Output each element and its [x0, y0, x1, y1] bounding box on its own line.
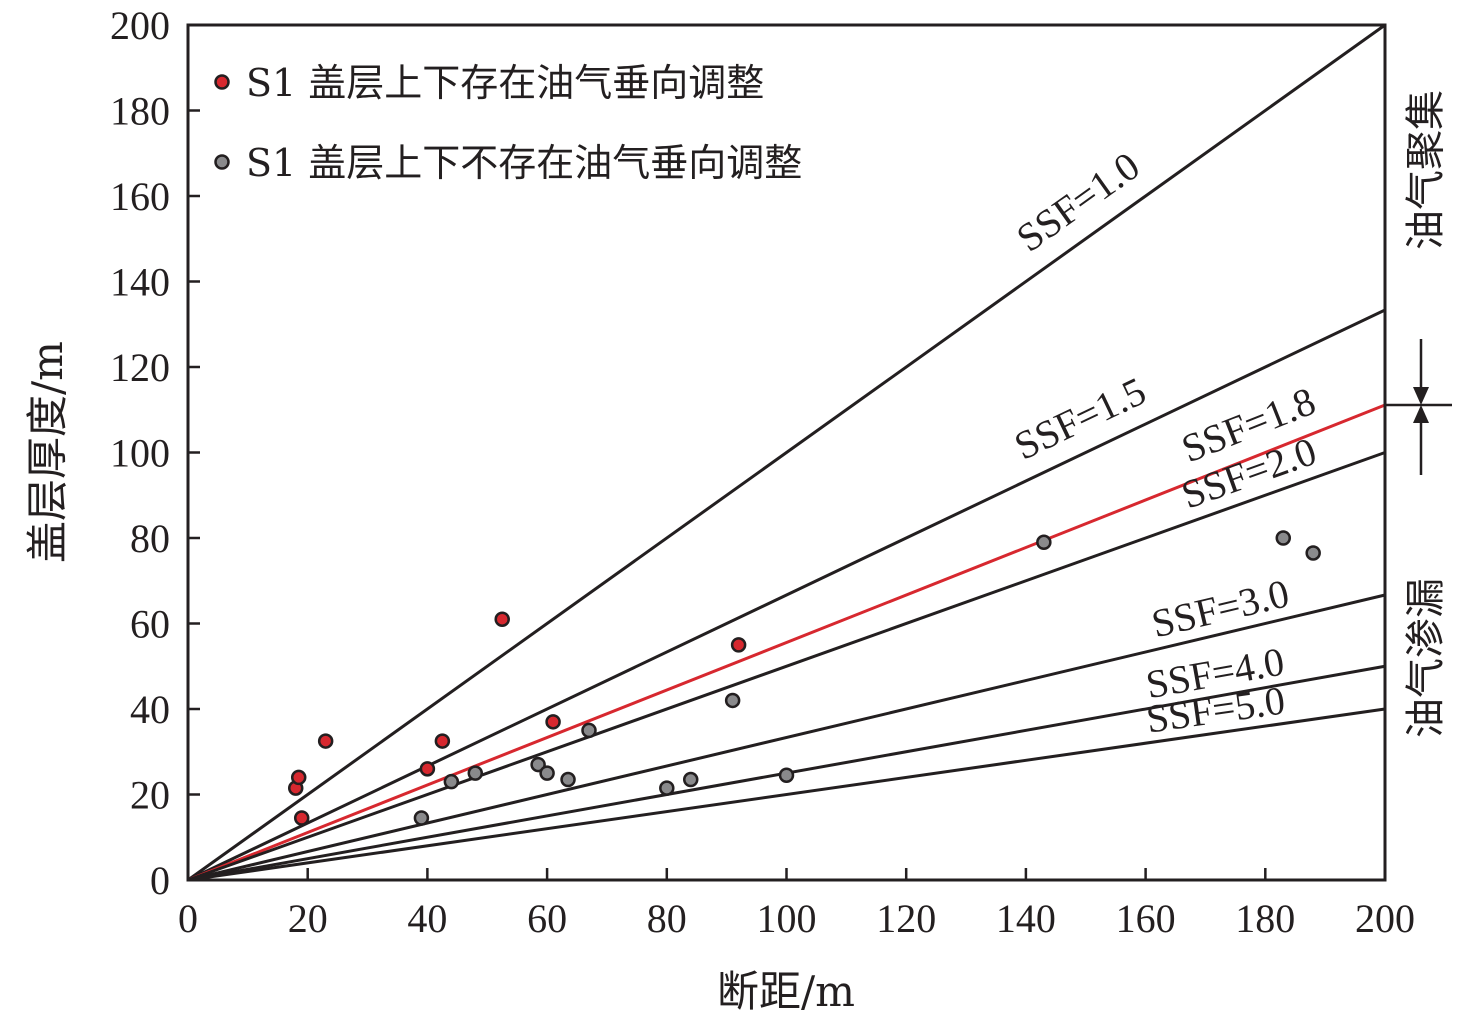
point-no-vertical-adjustment [443, 773, 460, 790]
point-no-vertical-adjustment [530, 756, 546, 773]
data-points [287, 530, 1321, 826]
point-vertical-adjustment [730, 637, 747, 653]
point-no-vertical-adjustment [560, 771, 576, 788]
zone-label-leakage: 油气渗漏 [1403, 578, 1449, 738]
legend-item-no-vertical-adjustment: S1 盖层上下不存在油气垂向调整 [214, 141, 802, 185]
zone-label-accumulation: 油气聚集 [1403, 90, 1449, 250]
y-tick-label: 140 [110, 260, 170, 305]
y-axis-label: 盖层厚度/m [23, 341, 72, 563]
point-no-vertical-adjustment [1275, 530, 1292, 546]
point-vertical-adjustment [293, 810, 310, 826]
x-axis: 0 20 40 60 80 100 120 140 160 180 200 [178, 868, 1415, 941]
x-tick-label: 0 [178, 896, 198, 941]
x-tick-label: 180 [1235, 896, 1295, 941]
legend: S1 盖层上下存在油气垂向调整 S1 盖层上下不存在油气垂向调整 [214, 61, 802, 185]
legend-marker-red [214, 74, 230, 90]
y-axis: 0 20 40 60 80 100 120 140 160 180 200 [110, 3, 200, 903]
legend-label-no-vertical-adjustment: S1 盖层上下不存在油气垂向调整 [246, 141, 802, 185]
x-tick-label: 120 [876, 896, 936, 941]
point-vertical-adjustment [545, 714, 561, 730]
point-vertical-adjustment [434, 733, 451, 749]
ssf-line-1.5 [187, 308, 1386, 882]
point-no-vertical-adjustment [724, 692, 741, 709]
y-tick-label: 160 [110, 174, 170, 219]
y-tick-label: 120 [110, 345, 170, 390]
x-tick-label: 20 [288, 896, 328, 941]
threshold-marker [1385, 339, 1452, 475]
x-tick-label: 160 [1116, 896, 1176, 941]
point-vertical-adjustment [419, 761, 436, 777]
point-no-vertical-adjustment [1305, 545, 1321, 561]
zone-accumulation: 油气聚集 [1403, 90, 1449, 250]
ssf-label-1.5: SSF=1.5 [1007, 368, 1152, 469]
point-no-vertical-adjustment [1036, 534, 1052, 551]
x-tick-label: 100 [757, 896, 817, 941]
point-no-vertical-adjustment [581, 722, 597, 739]
ssf-line-1.8 [187, 403, 1386, 882]
point-no-vertical-adjustment [413, 810, 430, 826]
y-tick-label: 80 [130, 516, 170, 561]
threshold-arrow-up-icon [1413, 405, 1429, 423]
x-tick-label: 60 [527, 896, 567, 941]
point-vertical-adjustment [290, 769, 307, 786]
y-tick-label: 100 [110, 431, 170, 476]
point-no-vertical-adjustment [682, 771, 699, 788]
point-no-vertical-adjustment [778, 767, 795, 784]
legend-label-vertical-adjustment: S1 盖层上下存在油气垂向调整 [246, 61, 764, 105]
point-no-vertical-adjustment [659, 780, 675, 796]
legend-marker-gray [214, 154, 230, 170]
ssf-line-5.0 [187, 707, 1386, 882]
threshold-arrow-down-icon [1413, 387, 1429, 405]
y-tick-label: 180 [110, 89, 170, 134]
x-tick-label: 140 [996, 896, 1056, 941]
x-tick-label: 200 [1355, 896, 1415, 941]
y-tick-label: 200 [110, 3, 170, 48]
point-vertical-adjustment [494, 611, 510, 627]
ssf-line-1.0 [187, 23, 1386, 882]
y-tick-label: 40 [130, 687, 170, 732]
y-tick-label: 60 [130, 602, 170, 647]
point-no-vertical-adjustment [539, 765, 555, 781]
ssf-line-3.0 [187, 593, 1386, 882]
point-no-vertical-adjustment [467, 765, 484, 781]
y-tick-label: 0 [150, 858, 170, 903]
ssf-line-2.0 [187, 451, 1386, 882]
legend-item-vertical-adjustment: S1 盖层上下存在油气垂向调整 [214, 61, 764, 105]
point-vertical-adjustment [317, 733, 334, 749]
x-tick-label: 80 [647, 896, 687, 941]
x-axis-label: 断距/m [717, 967, 855, 1016]
x-tick-label: 40 [407, 896, 447, 941]
zone-leakage: 油气渗漏 [1403, 578, 1449, 738]
y-tick-label: 20 [130, 773, 170, 818]
